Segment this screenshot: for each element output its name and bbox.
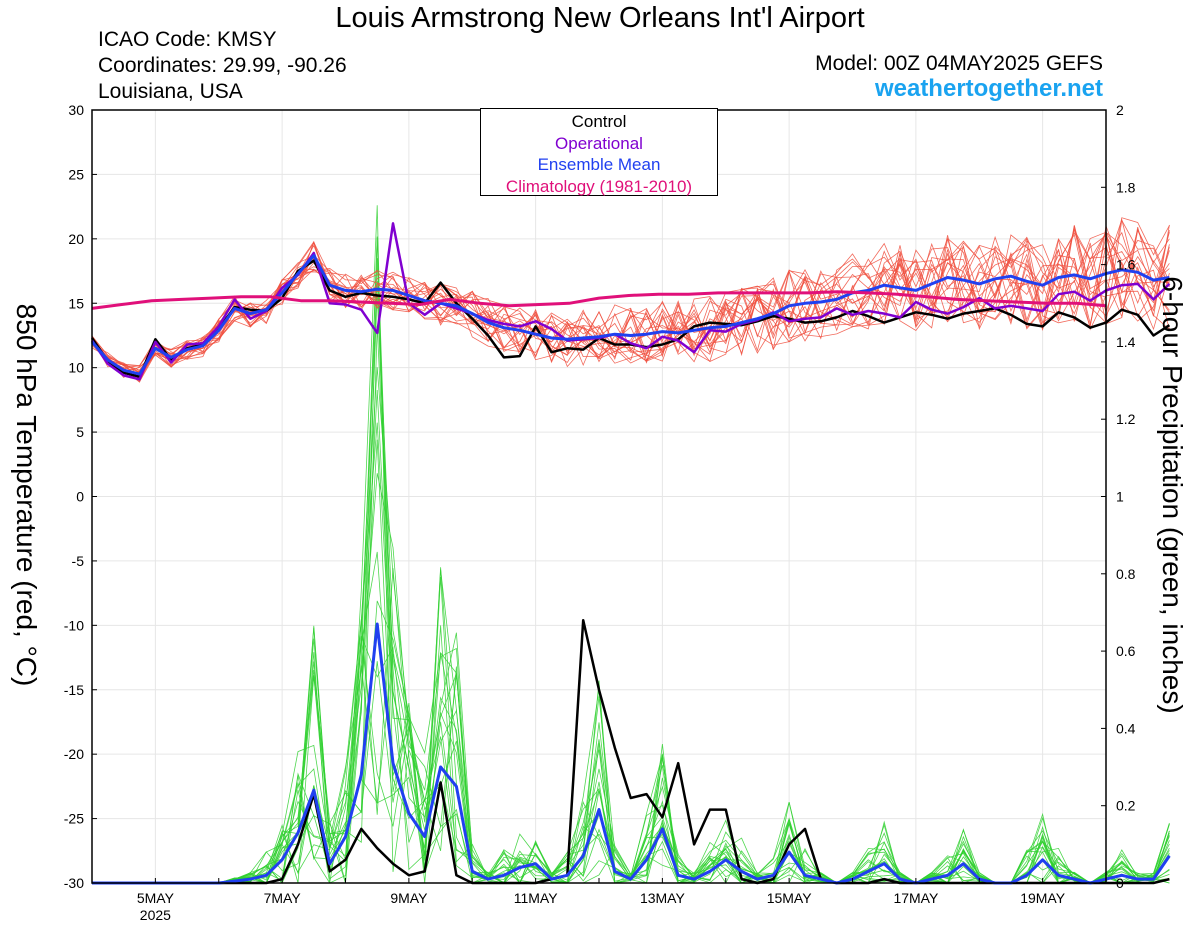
legend-control: Control bbox=[571, 112, 627, 131]
icao-code: ICAO Code: KMSY bbox=[98, 28, 277, 51]
y2-tick-label: 0.6 bbox=[1116, 643, 1136, 659]
y-tick-label: -20 bbox=[64, 746, 84, 762]
precip-member-line bbox=[92, 568, 1170, 884]
climatology-1981-2010--temp-line bbox=[91, 290, 1107, 310]
y-tick-label: 25 bbox=[68, 166, 84, 182]
temp-member-line bbox=[91, 228, 1170, 374]
y-tick-label: 15 bbox=[68, 295, 84, 311]
y2-tick-label: 2 bbox=[1116, 102, 1124, 118]
gridlines bbox=[92, 109, 1106, 884]
y-tick-label: 30 bbox=[68, 102, 84, 118]
x-tick-label: 13MAY bbox=[640, 890, 686, 906]
precip-member-line bbox=[92, 600, 1170, 884]
y-tick-label: 20 bbox=[68, 231, 84, 247]
x-tick-label: 15MAY bbox=[767, 890, 813, 906]
station-info: ICAO Code: KMSY Coordinates: 29.99, -90.… bbox=[98, 27, 347, 105]
legend-ensemble-mean: Ensemble Mean bbox=[537, 155, 661, 174]
x-tick-label: 9MAY bbox=[390, 890, 428, 906]
model-run: Model: 00Z 04MAY2025 GEFS bbox=[815, 52, 1103, 75]
ensemble-mean-precip-line bbox=[92, 622, 1171, 885]
precip-member-line bbox=[92, 389, 1170, 884]
ensemble-temp-members bbox=[91, 217, 1170, 383]
x-tick-label: 7MAY bbox=[264, 890, 302, 906]
y2-tick-label: 1.8 bbox=[1116, 179, 1136, 195]
y2-tick-label: 1.2 bbox=[1116, 411, 1136, 427]
y2-tick-label: 0.2 bbox=[1116, 798, 1136, 814]
y-axis-label: 850 hPa Temperature (red, °C) bbox=[11, 303, 42, 687]
y-tick-label: -5 bbox=[72, 553, 85, 569]
legend-operational: Operational bbox=[555, 133, 643, 153]
precip-member-line bbox=[92, 551, 1170, 884]
x-tick-label: 11MAY bbox=[514, 890, 558, 906]
x-tick-sublabel: 2025 bbox=[140, 907, 171, 923]
precip-member-line bbox=[92, 422, 1170, 884]
y-tick-label: 0 bbox=[76, 489, 84, 505]
x-tick-label: 19MAY bbox=[1020, 890, 1066, 906]
legend: Control Operational Ensemble Mean Climat… bbox=[480, 108, 718, 196]
coordinates: Coordinates: 29.99, -90.26 bbox=[98, 54, 347, 77]
x-tick-label: 17MAY bbox=[893, 890, 939, 906]
precip-member-line bbox=[92, 236, 1170, 884]
chart-title: Louis Armstrong New Orleans Int'l Airpor… bbox=[335, 2, 865, 34]
region: Louisiana, USA bbox=[98, 80, 243, 103]
ensemble-mean-temp-line bbox=[90, 254, 1170, 376]
y-tick-label: -15 bbox=[64, 682, 84, 698]
y2-tick-label: 1 bbox=[1116, 489, 1124, 505]
precip-member-line bbox=[92, 637, 1170, 884]
control-precip-line bbox=[92, 618, 1170, 885]
axes: 302520151050-5-10-15-20-25-3021.81.61.41… bbox=[64, 102, 1136, 923]
y2-tick-label: 0.4 bbox=[1116, 720, 1136, 736]
y2-tick-label: 0.8 bbox=[1116, 566, 1136, 582]
precip-member-line bbox=[92, 632, 1170, 884]
site-link[interactable]: weathertogether.net bbox=[874, 75, 1103, 102]
precip-member-line bbox=[92, 661, 1170, 884]
main-series-lines bbox=[90, 222, 1171, 885]
precip-member-line bbox=[92, 280, 1170, 884]
y2-axis-label: 6-hour Precipitation (green, inches) bbox=[1157, 276, 1188, 714]
precip-member-line bbox=[92, 326, 1170, 884]
y-tick-label: -30 bbox=[64, 875, 84, 891]
precip-member-line bbox=[92, 635, 1170, 884]
x-tick-label: 5MAY bbox=[137, 890, 175, 906]
y2-tick-label: 0 bbox=[1116, 875, 1124, 891]
y2-tick-label: 1.4 bbox=[1116, 334, 1136, 350]
precip-member-line bbox=[92, 439, 1170, 884]
y-tick-label: -25 bbox=[64, 811, 84, 827]
y2-tick-label: 1.6 bbox=[1116, 257, 1136, 273]
y-tick-label: 10 bbox=[68, 360, 84, 376]
y-tick-label: 5 bbox=[76, 424, 84, 440]
precip-member-line bbox=[92, 569, 1170, 884]
precip-member-line bbox=[92, 473, 1170, 884]
temp-member-line bbox=[91, 230, 1170, 377]
y-tick-label: -10 bbox=[64, 617, 84, 633]
legend-climatology: Climatology (1981-2010) bbox=[505, 176, 693, 196]
